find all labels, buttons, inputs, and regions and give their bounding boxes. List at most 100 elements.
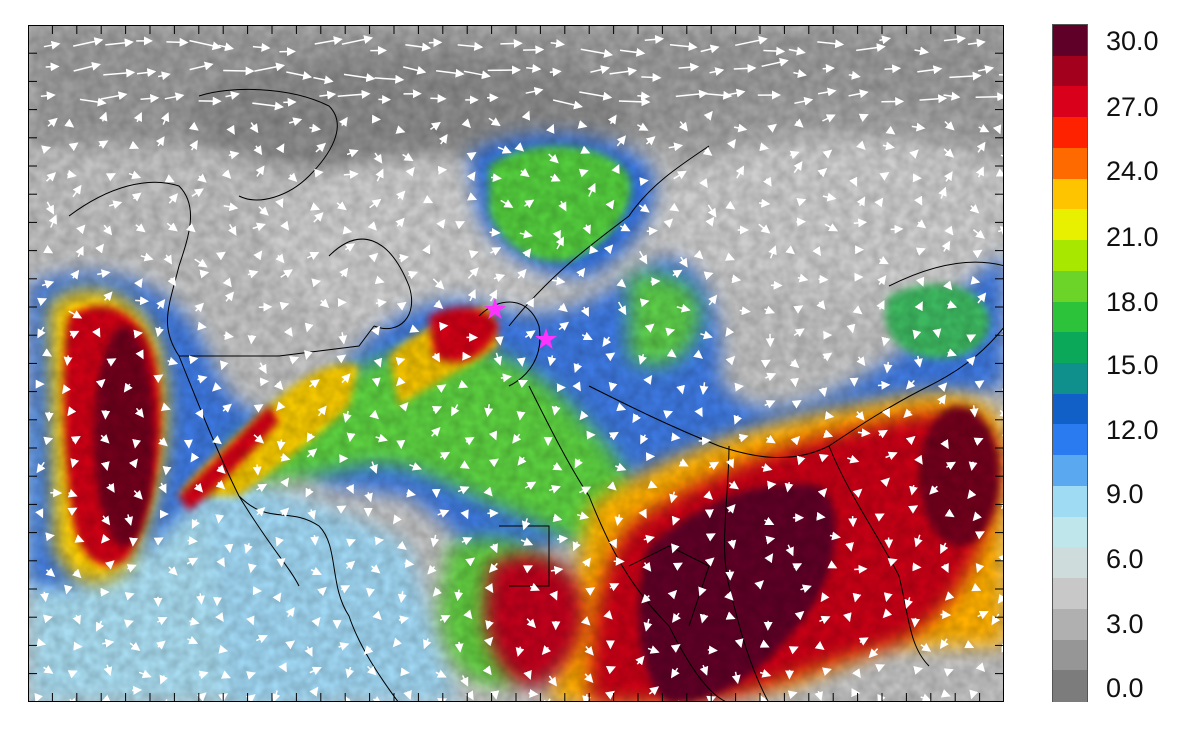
wind-arrow <box>618 97 651 107</box>
wind-arrow <box>1000 502 1003 512</box>
wind-arrow <box>547 355 557 367</box>
wind-arrow <box>524 330 536 340</box>
wind-arrow <box>72 614 81 625</box>
wind-arrow <box>555 236 565 250</box>
wind-arrow <box>822 114 836 123</box>
wind-arrow <box>288 117 303 127</box>
wind-arrow <box>704 557 715 567</box>
wind-arrow <box>572 381 581 392</box>
wind-arrow <box>693 249 704 260</box>
wind-arrow <box>259 377 270 387</box>
colorbar-segment <box>1053 178 1087 210</box>
wind-arrow <box>785 544 794 557</box>
wind-arrow <box>724 252 735 261</box>
wind-arrow <box>964 640 975 649</box>
wind-arrow <box>582 694 591 701</box>
wind-arrow <box>73 61 101 72</box>
wind-arrow <box>45 532 55 542</box>
wind-arrow <box>650 277 661 287</box>
wind-arrow <box>43 436 54 446</box>
wind-arrow <box>703 490 714 500</box>
wind-arrow <box>439 321 449 331</box>
wind-arrow <box>375 298 387 308</box>
colorbar-segment <box>1053 393 1087 426</box>
wind-arrow <box>856 43 886 53</box>
wind-arrow <box>423 195 434 204</box>
wind-arrow <box>868 648 879 659</box>
colorbar-segment <box>1053 240 1087 272</box>
wind-arrow <box>726 139 737 149</box>
wind-arrow <box>74 534 85 543</box>
wind-arrow <box>309 666 322 676</box>
wind-arrow <box>367 221 377 231</box>
wind-arrow <box>614 514 624 526</box>
wind-arrow <box>404 559 415 568</box>
wind-arrow <box>462 351 472 361</box>
wind-arrow <box>584 673 594 684</box>
wind-arrow <box>407 270 418 280</box>
wind-arrow <box>738 433 749 443</box>
wind-arrow <box>638 203 650 213</box>
wind-arrow <box>558 321 569 331</box>
wind-arrow <box>793 305 804 314</box>
wind-arrow <box>188 121 199 131</box>
wind-arrow <box>194 258 208 268</box>
colorbar-label: 6.0 <box>1106 544 1144 574</box>
wind-arrow <box>128 458 138 469</box>
wind-arrow <box>546 123 555 134</box>
wind-arrow <box>500 373 512 383</box>
wind-arrow <box>997 593 1003 604</box>
wind-arrow <box>215 479 226 490</box>
wind-arrow <box>365 587 375 598</box>
wind-arrow <box>678 121 688 132</box>
wind-arrow <box>500 39 523 49</box>
wind-arrow <box>670 644 681 653</box>
wind-arrow <box>763 176 772 187</box>
wind-arrow <box>943 34 966 44</box>
wind-arrow <box>67 169 77 179</box>
wind-arrow <box>436 384 447 393</box>
wind-arrow <box>135 223 146 233</box>
wind-arrow <box>852 305 863 315</box>
colorbar-segment <box>1053 209 1087 241</box>
wind-arrow <box>369 198 382 209</box>
wind-arrow <box>679 256 688 268</box>
wind-arrow <box>338 116 348 127</box>
wind-arrow <box>313 75 334 85</box>
wind-arrow <box>549 67 562 77</box>
wind-arrow <box>882 608 893 619</box>
wind-arrow <box>608 431 619 441</box>
wind-arrow <box>245 694 256 701</box>
wind-arrow <box>185 223 196 233</box>
wind-arrow <box>133 278 143 289</box>
wind-arrow <box>435 669 447 678</box>
wind-arrow <box>252 464 262 476</box>
wind-arrow <box>552 513 563 523</box>
wind-arrow <box>929 485 939 495</box>
wind-arrow <box>705 533 716 542</box>
wind-arrow <box>304 322 314 333</box>
colorbar-label: 30.0 <box>1106 26 1159 56</box>
wind-arrow <box>64 118 75 128</box>
wind-arrow <box>856 140 866 151</box>
colorbar-segment <box>1053 86 1087 118</box>
wind-arrow <box>735 35 768 47</box>
wind-arrow <box>103 291 113 302</box>
wind-arrow <box>140 252 154 262</box>
wind-arrow <box>461 118 471 129</box>
wind-arrow <box>615 462 627 472</box>
wind-arrow <box>796 197 807 207</box>
wind-arrow <box>285 640 296 650</box>
wind-arrow <box>249 122 259 134</box>
wind-arrow <box>820 592 830 603</box>
wind-arrow <box>765 372 777 382</box>
wind-arrow <box>822 192 837 202</box>
wind-arrow <box>940 542 949 554</box>
wind-arrow <box>671 515 681 526</box>
wind-arrow <box>911 617 920 628</box>
wind-arrow <box>548 153 559 164</box>
wind-arrow <box>647 645 660 654</box>
wind-arrow <box>100 461 110 471</box>
wind-arrow <box>785 245 796 255</box>
wind-arrow <box>307 509 316 520</box>
